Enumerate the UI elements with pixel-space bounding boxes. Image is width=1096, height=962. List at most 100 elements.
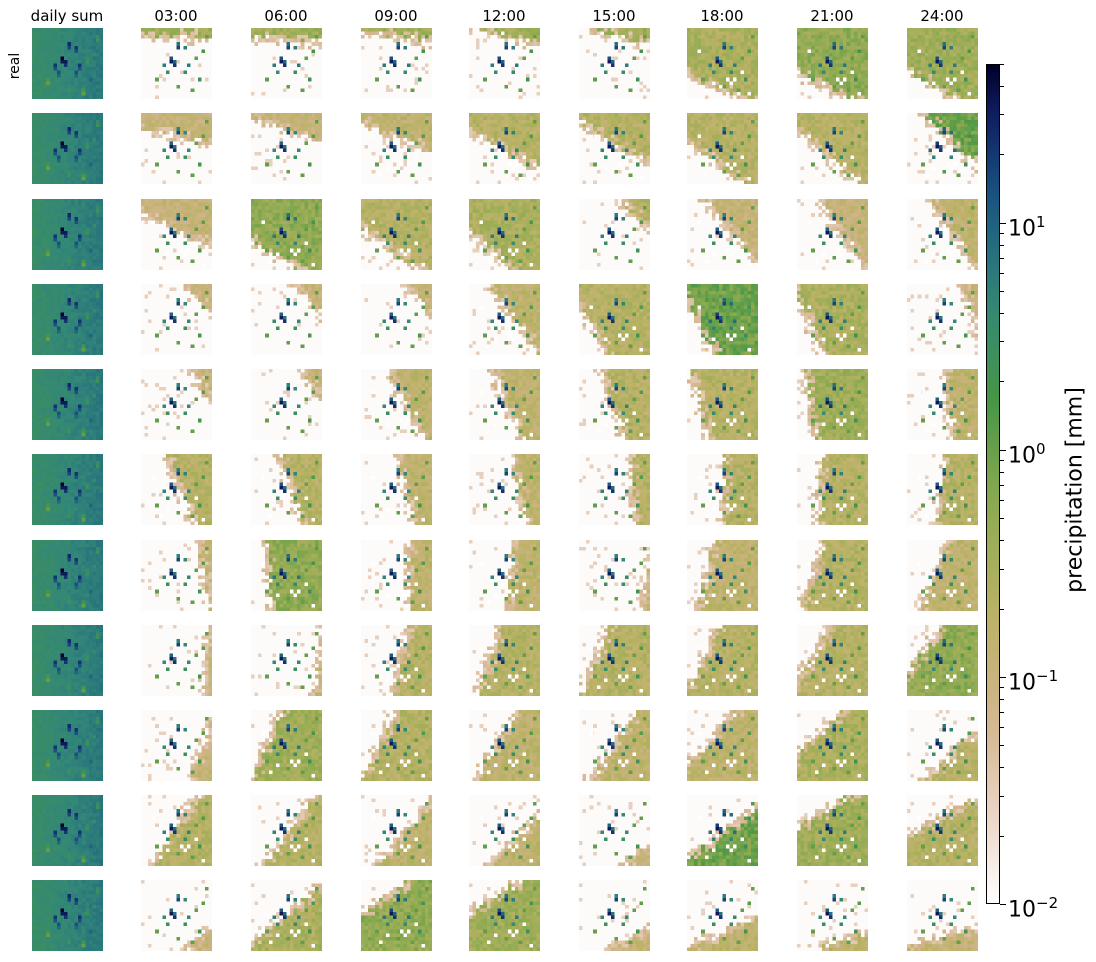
heatmap-panel [251, 28, 322, 99]
heatmap-panel [469, 795, 540, 866]
heatmap-panel [141, 795, 212, 866]
colorbar-minor-tick [1000, 460, 1004, 462]
colorbar-tick [1000, 222, 1006, 224]
heatmap-panel [907, 880, 978, 951]
heatmap-panel [141, 284, 212, 355]
heatmap-panel [687, 540, 758, 611]
colorbar-tick [1000, 676, 1006, 678]
heatmap-panel [361, 540, 432, 611]
heatmap-panel [32, 880, 103, 951]
heatmap-panel [251, 369, 322, 440]
heatmap-panel [797, 284, 868, 355]
heatmap-panel [32, 795, 103, 866]
heatmap-panel [251, 795, 322, 866]
column-title: 24:00 [887, 6, 997, 26]
heatmap-panel [361, 454, 432, 525]
heatmap-panel [361, 199, 432, 270]
heatmap-panel [797, 369, 868, 440]
colorbar-minor-tick [1000, 500, 1004, 502]
heatmap-panel [32, 113, 103, 184]
row-label: real [2, 38, 32, 98]
heatmap-panel [141, 540, 212, 611]
heatmap-panel [907, 28, 978, 99]
colorbar-label-text: precipitation [mm] [1063, 387, 1088, 593]
colorbar-minor-tick [1000, 484, 1004, 486]
heatmap-panel [32, 710, 103, 781]
heatmap-panel [469, 28, 540, 99]
colorbar-minor-tick [1000, 608, 1004, 610]
heatmap-panel [579, 625, 650, 696]
heatmap-panel [579, 369, 650, 440]
colorbar-minor-tick [1000, 767, 1004, 769]
colorbar-tick [1000, 449, 1006, 451]
column-title: 18:00 [667, 6, 777, 26]
heatmap-panel [251, 113, 322, 184]
heatmap-panel [579, 454, 650, 525]
colorbar-minor-tick [1000, 687, 1004, 689]
heatmap-panel [579, 710, 650, 781]
heatmap-panel [141, 113, 212, 184]
heatmap-panel [907, 284, 978, 355]
heatmap-panel [361, 625, 432, 696]
heatmap-panel [687, 28, 758, 99]
heatmap-panel [907, 795, 978, 866]
heatmap-panel [797, 540, 868, 611]
heatmap-panel [797, 625, 868, 696]
colorbar-minor-tick [1000, 568, 1004, 570]
heatmap-panel [361, 369, 432, 440]
colorbar-minor-tick [1000, 341, 1004, 343]
heatmap-panel [32, 625, 103, 696]
heatmap-panel [687, 795, 758, 866]
column-title: 21:00 [777, 6, 887, 26]
colorbar-tick-label: 10−2 [1008, 890, 1058, 923]
heatmap-panel [797, 113, 868, 184]
heatmap-panel [361, 795, 432, 866]
heatmap-panel [907, 540, 978, 611]
heatmap-panel [469, 540, 540, 611]
heatmap-panel [797, 199, 868, 270]
colorbar-minor-tick [1000, 86, 1004, 87]
heatmap-panel [579, 113, 650, 184]
colorbar-minor-tick [1000, 835, 1004, 837]
heatmap-panel [687, 880, 758, 951]
heatmap-panel [141, 710, 212, 781]
heatmap-panel [469, 113, 540, 184]
heatmap-panel [32, 369, 103, 440]
heatmap-panel [32, 540, 103, 611]
column-title: 06:00 [231, 6, 341, 26]
colorbar-minor-tick [1000, 64, 1004, 65]
heatmap-panel [907, 113, 978, 184]
heatmap-panel [361, 113, 432, 184]
heatmap-panel [797, 454, 868, 525]
colorbar-minor-tick [1000, 471, 1004, 473]
colorbar-minor-tick [1000, 727, 1004, 729]
heatmap-panel [469, 284, 540, 355]
heatmap-panel [687, 369, 758, 440]
heatmap-panel [797, 880, 868, 951]
heatmap-panel [797, 710, 868, 781]
heatmap-panel [469, 625, 540, 696]
heatmap-panel [251, 199, 322, 270]
colorbar-minor-tick [1000, 154, 1004, 156]
colorbar-minor-tick [1000, 795, 1004, 797]
heatmap-panel [579, 880, 650, 951]
heatmap-panel [32, 284, 103, 355]
colorbar-minor-tick [1000, 381, 1004, 383]
colorbar-tick-label: 101 [1008, 209, 1046, 242]
colorbar-minor-tick [1000, 518, 1004, 520]
colorbar-minor-tick [1000, 114, 1004, 116]
row-label-text: real [7, 41, 23, 91]
heatmap-panel [907, 199, 978, 270]
heatmap-panel [687, 113, 758, 184]
heatmap-panel [251, 540, 322, 611]
heatmap-panel [469, 454, 540, 525]
colorbar-minor-tick [1000, 745, 1004, 747]
heatmap-panel [32, 199, 103, 270]
heatmap-panel [579, 284, 650, 355]
colorbar-tick-label: 100 [1008, 436, 1046, 469]
colorbar-minor-tick [1000, 540, 1004, 542]
heatmap-panel [469, 369, 540, 440]
heatmap-panel [687, 284, 758, 355]
heatmap-panel [469, 880, 540, 951]
